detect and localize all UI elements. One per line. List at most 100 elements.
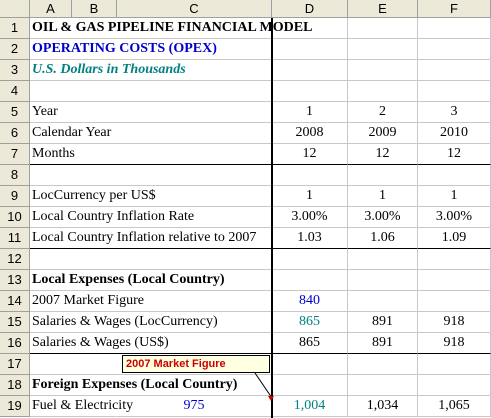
cell-f11[interactable]: 1.09 [418, 228, 491, 249]
cell-e19[interactable]: 1,034 [348, 396, 418, 417]
cell-a19-fuel-label[interactable]: Fuel & Electricity [30, 396, 133, 417]
cell-f6[interactable]: 2010 [418, 123, 491, 144]
cell-d11[interactable]: 1.03 [272, 228, 348, 249]
cell-a2-subtitle[interactable]: OPERATING COSTS (OPEX) [30, 39, 272, 60]
cell-a5-year-label[interactable]: Year [30, 102, 272, 123]
cell-a3-units[interactable]: U.S. Dollars in Thousands [30, 60, 272, 81]
cell-e17[interactable] [348, 354, 418, 375]
cell-a16-sal-usd-label[interactable]: Salaries & Wages (US$) [30, 333, 272, 354]
row-header[interactable]: 13 [0, 270, 30, 291]
cell-d19[interactable]: 1,004 [272, 396, 348, 417]
cell-c19[interactable]: 975 [117, 396, 272, 417]
cell-d4[interactable] [272, 81, 348, 102]
cell-a4[interactable] [30, 81, 272, 102]
cell-f18[interactable] [418, 375, 491, 396]
cell-f8[interactable] [418, 165, 491, 186]
cell-e6[interactable]: 2009 [348, 123, 418, 144]
cell-a9-loc-label[interactable]: LocCurrency per US$ [30, 186, 272, 207]
cell-e11[interactable]: 1.06 [348, 228, 418, 249]
cell-d9[interactable]: 1 [272, 186, 348, 207]
row-header[interactable]: 8 [0, 165, 30, 186]
cell-a14-mkt-label[interactable]: 2007 Market Figure [30, 291, 272, 312]
cell-d17[interactable] [272, 354, 348, 375]
cell-d12[interactable] [272, 249, 348, 270]
cell-comment-popup[interactable]: 2007 Market Figure [122, 355, 270, 373]
cell-f7[interactable]: 12 [418, 144, 491, 165]
cell-d8[interactable] [272, 165, 348, 186]
cell-a8[interactable] [30, 165, 272, 186]
column-header-d[interactable]: D [272, 0, 348, 18]
row-header[interactable]: 15 [0, 312, 30, 333]
cell-f17[interactable] [418, 354, 491, 375]
cell-f4[interactable] [418, 81, 491, 102]
row-header[interactable]: 7 [0, 144, 30, 165]
cell-f2[interactable] [418, 39, 491, 60]
cell-f10[interactable]: 3.00% [418, 207, 491, 228]
cell-d15[interactable]: 865 [272, 312, 348, 333]
cell-d1[interactable] [272, 18, 348, 39]
row-header[interactable]: 1 [0, 18, 30, 39]
cell-f5[interactable]: 3 [418, 102, 491, 123]
cell-a15-sal-loc-label[interactable]: Salaries & Wages (LocCurrency) [30, 312, 272, 333]
cell-d7[interactable]: 12 [272, 144, 348, 165]
cell-d2[interactable] [272, 39, 348, 60]
row-header[interactable]: 19 [0, 396, 30, 417]
cell-f1[interactable] [418, 18, 491, 39]
cell-e8[interactable] [348, 165, 418, 186]
select-all-corner[interactable] [0, 0, 30, 18]
cell-e4[interactable] [348, 81, 418, 102]
cell-d13[interactable] [272, 270, 348, 291]
cell-f14[interactable] [418, 291, 491, 312]
cell-f16[interactable]: 918 [418, 333, 491, 354]
column-header-c[interactable]: C [117, 0, 272, 18]
cell-a10-infl-label[interactable]: Local Country Inflation Rate [30, 207, 272, 228]
cell-e18[interactable] [348, 375, 418, 396]
cell-f19[interactable]: 1,065 [418, 396, 491, 417]
cell-e1[interactable] [348, 18, 418, 39]
cell-d14[interactable]: 840 [272, 291, 348, 312]
row-header[interactable]: 2 [0, 39, 30, 60]
cell-a12[interactable] [30, 249, 272, 270]
cell-f15[interactable]: 918 [418, 312, 491, 333]
cell-e9[interactable]: 1 [348, 186, 418, 207]
row-header[interactable]: 5 [0, 102, 30, 123]
row-header[interactable]: 17 [0, 354, 30, 375]
cell-a13-local-exp-label[interactable]: Local Expenses (Local Country) [30, 270, 272, 291]
cell-e2[interactable] [348, 39, 418, 60]
cell-f9[interactable]: 1 [418, 186, 491, 207]
column-header-b[interactable]: B [72, 0, 117, 18]
cell-a7-months-label[interactable]: Months [30, 144, 272, 165]
cell-a1-title[interactable]: OIL & GAS PIPELINE FINANCIAL MODEL [30, 18, 312, 39]
row-header[interactable]: 6 [0, 123, 30, 144]
cell-f12[interactable] [418, 249, 491, 270]
row-header[interactable]: 10 [0, 207, 30, 228]
cell-d16[interactable]: 865 [272, 333, 348, 354]
row-header[interactable]: 3 [0, 60, 30, 81]
cell-f3[interactable] [418, 60, 491, 81]
cell-d18[interactable] [272, 375, 348, 396]
cell-e5[interactable]: 2 [348, 102, 418, 123]
cell-e7[interactable]: 12 [348, 144, 418, 165]
cell-e16[interactable]: 891 [348, 333, 418, 354]
cell-d10[interactable]: 3.00% [272, 207, 348, 228]
row-header[interactable]: 16 [0, 333, 30, 354]
cell-d5[interactable]: 1 [272, 102, 348, 123]
column-header-f[interactable]: F [418, 0, 491, 18]
row-header[interactable]: 12 [0, 249, 30, 270]
cell-a18-foreign-label[interactable]: Foreign Expenses (Local Country) [30, 375, 272, 396]
row-header[interactable]: 14 [0, 291, 30, 312]
cell-d3[interactable] [272, 60, 348, 81]
cell-e12[interactable] [348, 249, 418, 270]
cell-d6[interactable]: 2008 [272, 123, 348, 144]
cell-e10[interactable]: 3.00% [348, 207, 418, 228]
row-header[interactable]: 18 [0, 375, 30, 396]
column-header-a[interactable]: A [30, 0, 72, 18]
column-header-e[interactable]: E [348, 0, 418, 18]
cell-e3[interactable] [348, 60, 418, 81]
row-header[interactable]: 4 [0, 81, 30, 102]
row-header[interactable]: 9 [0, 186, 30, 207]
cell-e15[interactable]: 891 [348, 312, 418, 333]
cell-f13[interactable] [418, 270, 491, 291]
cell-e13[interactable] [348, 270, 418, 291]
row-header[interactable]: 11 [0, 228, 30, 249]
